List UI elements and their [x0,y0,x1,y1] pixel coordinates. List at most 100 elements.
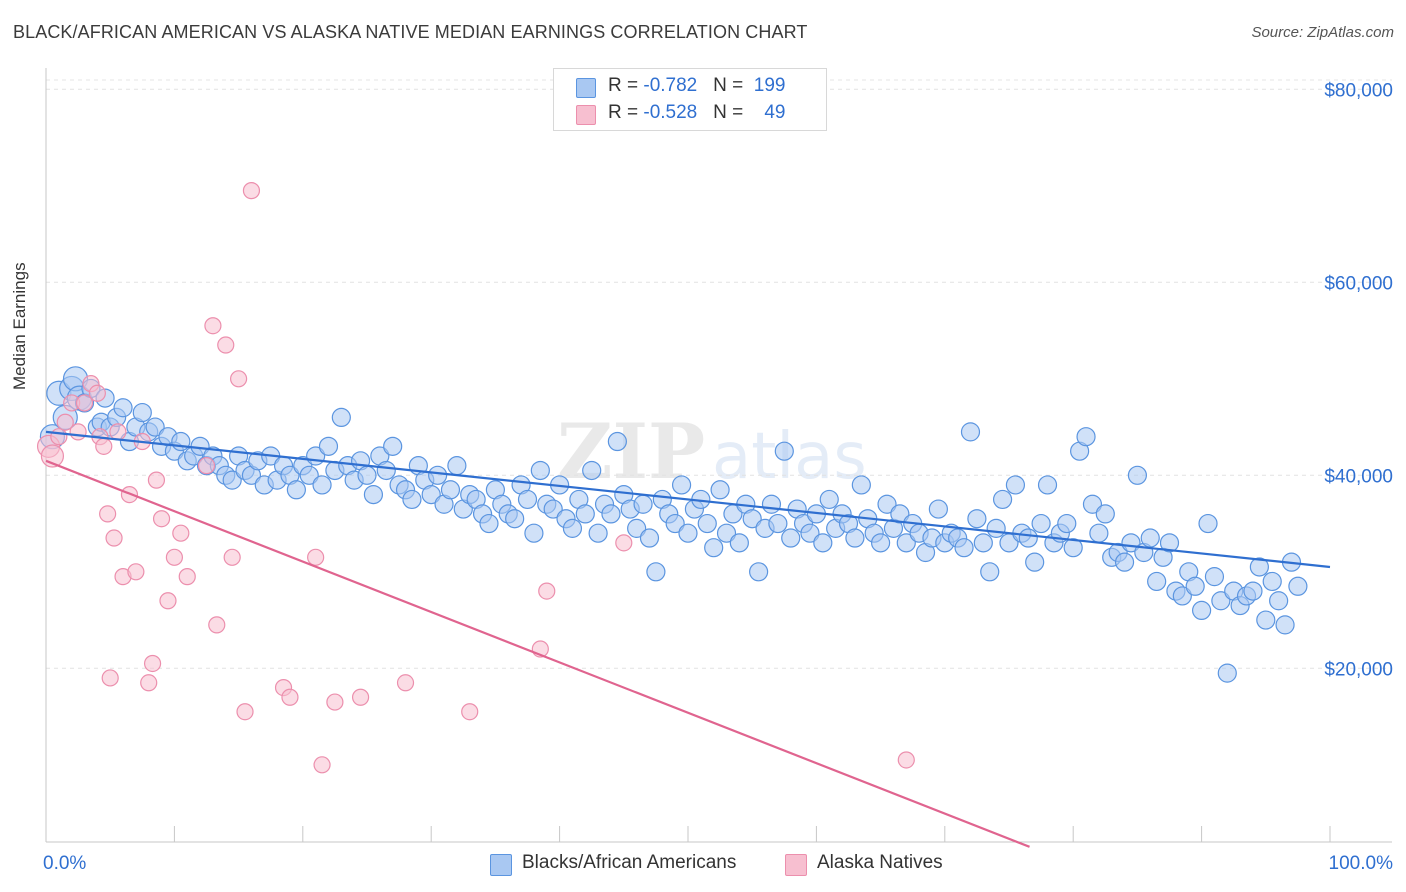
point-blacks [774,441,794,461]
point-blacks [1082,494,1103,514]
point-blacks [716,523,737,543]
point-alaska [99,505,117,523]
point-blacks [1005,475,1026,495]
point-blacks [980,562,1000,582]
point-blacks [960,422,981,442]
point-alaska [242,182,261,200]
point-alaska [326,693,344,711]
stats-swatch-pink [576,105,596,125]
point-blacks [1127,465,1148,485]
point-alaska [69,423,87,441]
point-alaska [165,548,183,566]
point-blacks [1089,523,1109,543]
point-blacks [986,518,1006,538]
point-blacks [992,489,1013,510]
r-value-blue: -0.782 [643,75,698,96]
point-blacks [1025,552,1045,572]
point-blacks [697,513,717,534]
point-alaska [109,423,127,441]
point-alaska [615,534,633,552]
point-blacks [896,533,916,553]
point-blacks [376,460,396,481]
point-blacks [286,480,306,500]
point-blacks [588,523,608,543]
point-blacks [710,480,730,500]
point-alaska [56,413,74,431]
point-blacks [543,499,563,519]
point-blacks [447,456,467,476]
point-alaska [351,688,370,706]
y-tick-label: $20,000 [1324,659,1393,680]
point-alaska [204,317,222,335]
point-alaska [208,616,226,634]
point-blacks [1191,600,1212,621]
chart-source: Source: ZipAtlas.com [1251,24,1394,41]
point-blacks [639,528,660,548]
point-blacks [954,538,974,558]
point-alaska [396,674,415,692]
point-blacks [1095,504,1115,524]
point-blacks [479,513,499,534]
point-alaska [101,669,119,687]
point-blacks [607,431,627,452]
trend-line-alaska [45,459,1030,848]
point-blacks [331,407,351,427]
point-alaska [313,756,331,774]
point-blacks [678,523,698,543]
point-blacks [729,533,749,553]
point-blacks [383,436,403,456]
n-label: N = [713,75,749,96]
point-blacks [851,475,871,495]
point-blacks [1037,475,1058,495]
legend-label: Alaska Natives [817,852,943,873]
point-alaska [95,437,113,455]
point-blacks [1269,591,1289,611]
point-alaska [236,703,254,721]
y-tick-label: $80,000 [1324,80,1393,101]
point-alaska [217,336,235,354]
point-blacks [1198,513,1218,534]
point-blacks [967,509,987,529]
point-blacks [870,533,891,553]
point-blacks [113,398,133,418]
point-blacks [1243,581,1263,601]
point-blacks [633,494,653,514]
point-alaska [127,563,145,581]
chart-title: BLACK/AFRICAN AMERICAN VS ALASKA NATIVE … [13,22,808,42]
point-blacks [781,528,801,548]
point-alaska [50,428,68,446]
point-blacks [530,460,550,481]
point-blacks [402,489,422,510]
point-blacks [524,523,544,543]
r-label: R = [608,102,644,123]
point-alaska [197,457,216,475]
point-blacks [312,475,332,495]
point-blacks [877,494,897,514]
point-blacks [704,538,724,558]
point-blacks [845,528,865,548]
point-blacks [145,417,165,437]
point-blacks [1204,567,1225,587]
point-blacks [1114,552,1135,572]
point-alaska [143,654,162,673]
point-blacks [749,562,769,582]
point-blacks [1262,571,1282,592]
point-alaska [152,510,171,528]
point-blacks [1288,576,1308,596]
point-alaska [88,384,106,402]
n-label: N = [713,102,749,123]
point-alaska [307,548,325,566]
point-alaska [461,703,479,721]
point-alaska [159,592,177,610]
point-blacks [421,485,441,505]
point-blacks [813,533,833,553]
point-blacks [1217,663,1237,683]
point-blacks [1185,576,1205,596]
point-blacks [671,475,692,495]
stats-swatch-blue [576,78,596,98]
point-alaska [230,370,248,388]
legend-swatch-pink [785,854,807,876]
point-blacks [1063,538,1083,558]
point-blacks [1159,533,1180,553]
